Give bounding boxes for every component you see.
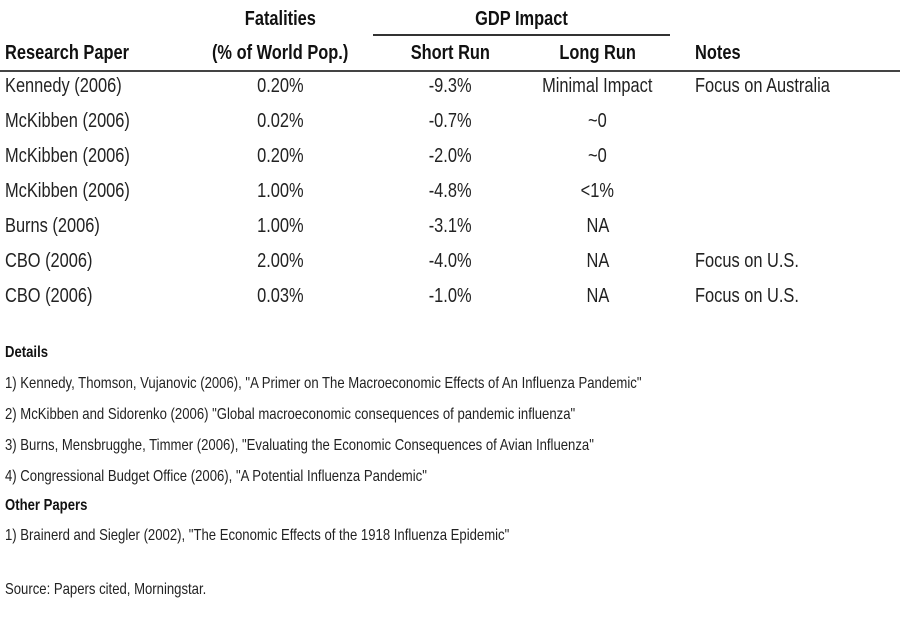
cell-fatalities: 0.03%	[256, 285, 304, 307]
cell-fatalities: 0.20%	[256, 75, 304, 97]
cell-notes: Focus on U.S.	[695, 250, 799, 272]
cell-notes	[695, 215, 895, 238]
cell-long-run: ~0	[588, 110, 607, 132]
table-row: CBO (2006) 0.03% -1.0% NA Focus on U.S.	[0, 285, 900, 320]
details-item: 1) Kennedy, Thomson, Vujanovic (2006), "…	[5, 375, 642, 392]
column-header-short-run: Short Run	[410, 42, 490, 64]
source-note: Source: Papers cited, Morningstar.	[5, 581, 207, 598]
cell-notes: Focus on U.S.	[695, 285, 799, 307]
cell-paper: Kennedy (2006)	[5, 75, 122, 97]
cell-fatalities: 1.00%	[256, 180, 304, 202]
other-papers-item: 1) Brainerd and Siegler (2002), "The Eco…	[5, 527, 510, 544]
group-header-fatalities: Fatalities	[244, 8, 316, 30]
cell-short-run: -2.0%	[428, 145, 472, 167]
cell-short-run: -4.8%	[428, 180, 472, 202]
cell-short-run: -4.0%	[428, 250, 472, 272]
group-header-gdp-impact: GDP Impact	[475, 8, 568, 30]
cell-notes	[695, 145, 895, 168]
cell-paper: CBO (2006)	[5, 285, 93, 307]
details-item: 2) McKibben and Sidorenko (2006) "Global…	[5, 406, 576, 423]
cell-short-run: -3.1%	[428, 215, 472, 237]
cell-short-run: -0.7%	[428, 110, 472, 132]
cell-long-run: Minimal Impact	[542, 75, 653, 97]
cell-notes: Focus on Australia	[695, 75, 830, 97]
cell-fatalities: 0.02%	[256, 110, 304, 132]
table-row: Kennedy (2006) 0.20% -9.3% Minimal Impact Fo…	[0, 75, 900, 110]
cell-short-run: -1.0%	[428, 285, 472, 307]
cell-short-run: -9.3%	[428, 75, 472, 97]
cell-notes	[695, 180, 895, 203]
table-row: McKibben (2006) 0.02% -0.7% ~0	[0, 110, 900, 145]
cell-paper: McKibben (2006)	[5, 110, 130, 132]
table-row: McKibben (2006) 1.00% -4.8% <1%	[0, 180, 900, 215]
cell-paper: McKibben (2006)	[5, 145, 130, 167]
cell-fatalities: 0.20%	[256, 145, 304, 167]
details-item: 4) Congressional Budget Office (2006), "…	[5, 468, 427, 485]
table-row: Burns (2006) 1.00% -3.1% NA	[0, 215, 900, 250]
table-row: CBO (2006) 2.00% -4.0% NA Focus on U.S.	[0, 250, 900, 285]
cell-paper: CBO (2006)	[5, 250, 93, 272]
cell-long-run: ~0	[588, 145, 607, 167]
header-divider	[0, 70, 900, 72]
column-header-notes: Notes	[695, 42, 741, 64]
cell-long-run: <1%	[580, 180, 615, 202]
cell-paper: Burns (2006)	[5, 215, 100, 237]
cell-paper: McKibben (2006)	[5, 180, 130, 202]
cell-long-run: NA	[586, 285, 609, 307]
gdp-impact-underline	[373, 34, 670, 36]
column-header-fatalities: (% of World Pop.)	[211, 42, 349, 64]
column-header-long-run: Long Run	[559, 42, 636, 64]
details-title: Details	[5, 344, 49, 361]
cell-long-run: NA	[586, 215, 609, 237]
other-papers-title: Other Papers	[5, 497, 88, 514]
cell-fatalities: 2.00%	[256, 250, 304, 272]
cell-notes	[695, 110, 895, 133]
table-row: McKibben (2006) 0.20% -2.0% ~0	[0, 145, 900, 180]
cell-fatalities: 1.00%	[256, 215, 304, 237]
column-header-paper: Research Paper	[5, 42, 129, 64]
details-item: 3) Burns, Mensbrugghe, Timmer (2006), "E…	[5, 437, 594, 454]
cell-long-run: NA	[586, 250, 609, 272]
